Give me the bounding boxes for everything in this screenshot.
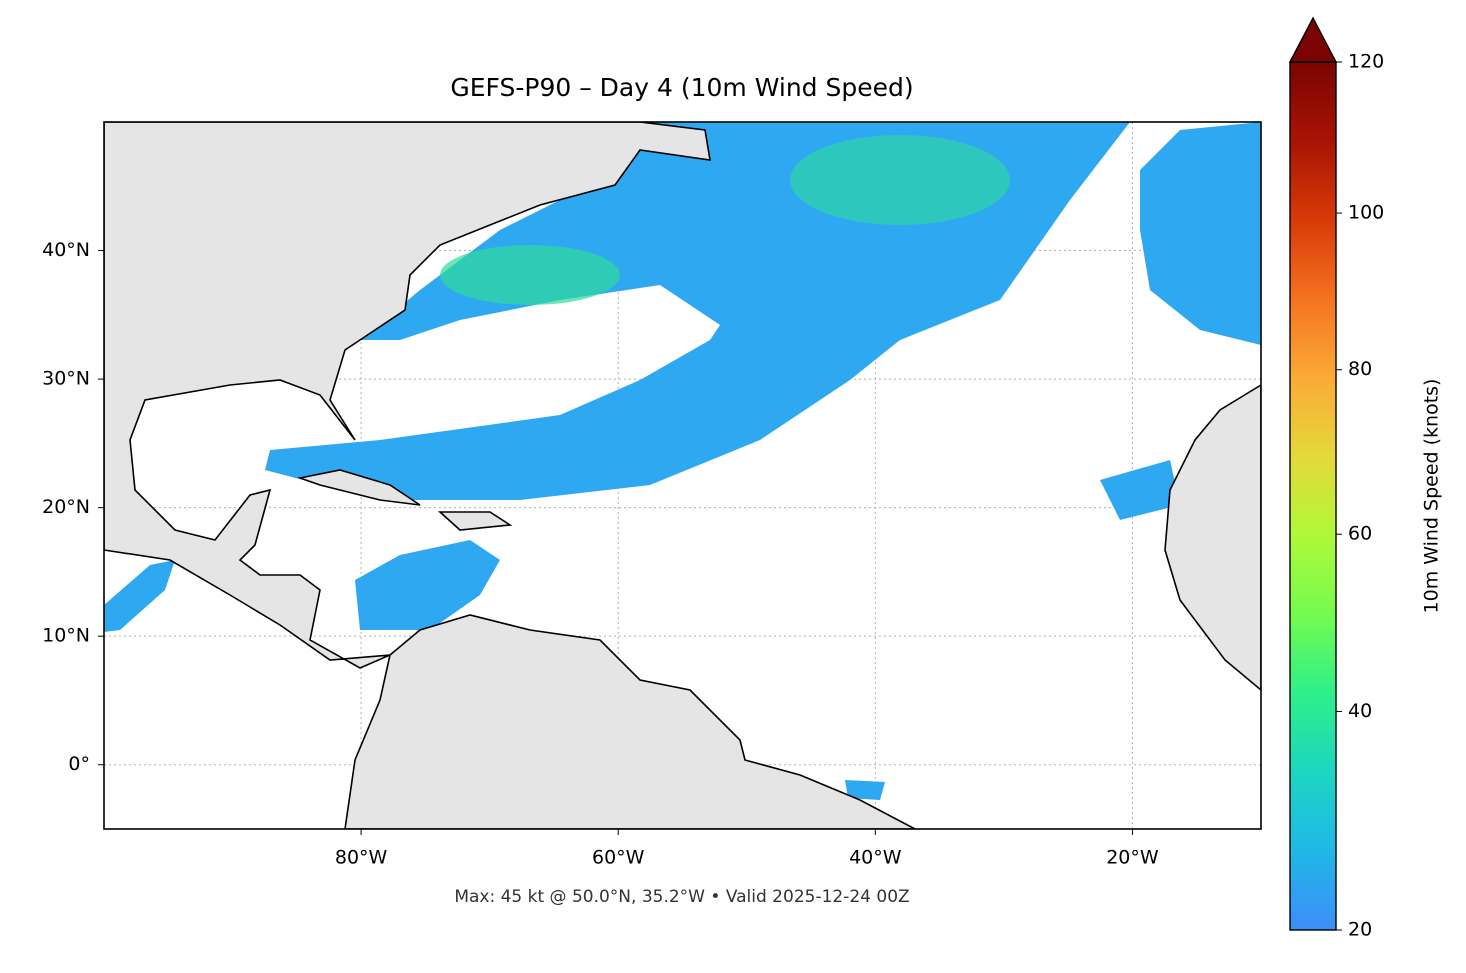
y-tick-label: 40°N — [42, 239, 90, 261]
y-tick-label: 0° — [68, 753, 90, 775]
land — [104, 122, 1261, 829]
colorbar-frame — [1289, 61, 1337, 931]
y-tick-label: 20°N — [42, 496, 90, 518]
colorbar-tick-label: 80 — [1348, 358, 1372, 380]
wind-maximum — [440, 245, 620, 305]
x-tick-label: 60°W — [592, 847, 645, 869]
colorbar-extension — [1288, 16, 1338, 63]
cuba — [296, 469, 421, 506]
y-tick-label: 30°N — [42, 368, 90, 390]
wind-area — [845, 780, 885, 800]
wind-area — [1100, 460, 1180, 520]
colorbar-tick-label: 100 — [1348, 202, 1384, 224]
africa — [1164, 384, 1261, 692]
y-tick-label: 10°N — [42, 625, 90, 647]
wind-area — [104, 560, 175, 632]
colorbar-label: 10m Wind Speed (knots) — [1421, 379, 1443, 614]
colorbar-tick-label: 40 — [1348, 700, 1372, 722]
north-america — [104, 122, 711, 669]
colorbar-gradient — [1290, 62, 1336, 930]
wind-area — [355, 540, 500, 630]
south-america — [344, 614, 916, 829]
wind-field — [104, 122, 1261, 800]
footer-note: Max: 45 kt @ 50.0°N, 35.2°W • Valid 2025… — [454, 887, 909, 907]
x-tick-label: 40°W — [849, 847, 902, 869]
map-frame — [103, 121, 1262, 830]
x-tick-label: 20°W — [1106, 847, 1159, 869]
x-tick-label: 80°W — [335, 847, 388, 869]
chart-title: GEFS-P90 – Day 4 (10m Wind Speed) — [450, 73, 913, 102]
colorbar-tick-label: 20 — [1348, 919, 1372, 941]
colorbar-tick-label: 120 — [1348, 51, 1384, 73]
colorbar-tick-label: 60 — [1348, 523, 1372, 545]
wind-area — [1140, 122, 1261, 345]
hispaniola — [437, 511, 513, 531]
colorbar: 20 40 60 80 100 120 — [1288, 16, 1384, 941]
wind-maximum — [790, 135, 1010, 225]
map — [104, 122, 1261, 829]
